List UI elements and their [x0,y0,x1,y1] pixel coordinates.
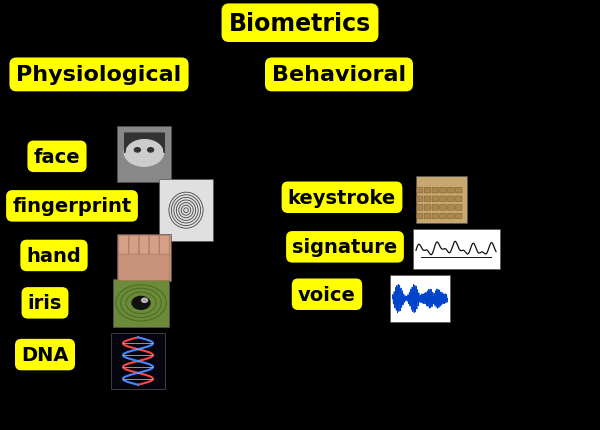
FancyBboxPatch shape [139,236,149,257]
FancyBboxPatch shape [416,188,423,194]
FancyBboxPatch shape [440,197,446,202]
FancyBboxPatch shape [432,197,439,202]
Text: keystroke: keystroke [288,188,396,207]
FancyBboxPatch shape [390,275,450,322]
FancyBboxPatch shape [448,188,454,194]
FancyBboxPatch shape [424,214,431,219]
FancyBboxPatch shape [113,280,169,327]
FancyBboxPatch shape [432,188,439,194]
FancyBboxPatch shape [432,205,439,211]
FancyBboxPatch shape [424,205,431,211]
FancyBboxPatch shape [424,197,431,202]
Text: Biometrics: Biometrics [229,12,371,36]
FancyBboxPatch shape [117,234,171,282]
Text: hand: hand [26,246,82,265]
Text: voice: voice [298,285,356,304]
Circle shape [124,138,164,167]
FancyBboxPatch shape [440,205,446,211]
Text: Behavioral: Behavioral [272,65,406,85]
FancyBboxPatch shape [455,197,462,202]
FancyBboxPatch shape [119,236,128,257]
FancyBboxPatch shape [455,188,462,194]
Circle shape [132,297,150,310]
FancyBboxPatch shape [455,205,462,211]
Text: DNA: DNA [21,345,69,364]
FancyBboxPatch shape [416,214,423,219]
FancyBboxPatch shape [129,236,139,257]
FancyBboxPatch shape [118,255,170,281]
FancyBboxPatch shape [149,236,159,257]
FancyBboxPatch shape [448,197,454,202]
FancyBboxPatch shape [416,197,423,202]
Text: face: face [34,147,80,166]
FancyBboxPatch shape [440,188,446,194]
Text: iris: iris [28,294,62,313]
FancyBboxPatch shape [440,214,446,219]
FancyBboxPatch shape [432,214,439,219]
FancyBboxPatch shape [416,205,423,211]
Circle shape [142,298,148,303]
FancyBboxPatch shape [448,205,454,211]
Text: signature: signature [292,238,398,257]
FancyBboxPatch shape [159,180,213,242]
Circle shape [134,148,140,153]
FancyBboxPatch shape [455,214,462,219]
Circle shape [148,148,154,153]
FancyBboxPatch shape [111,333,165,389]
Text: Physiological: Physiological [16,65,182,85]
FancyBboxPatch shape [415,176,467,224]
FancyBboxPatch shape [448,214,454,219]
FancyBboxPatch shape [117,127,171,183]
FancyBboxPatch shape [413,229,499,270]
Text: fingerprint: fingerprint [13,197,131,216]
FancyBboxPatch shape [424,188,431,194]
FancyBboxPatch shape [160,236,169,257]
